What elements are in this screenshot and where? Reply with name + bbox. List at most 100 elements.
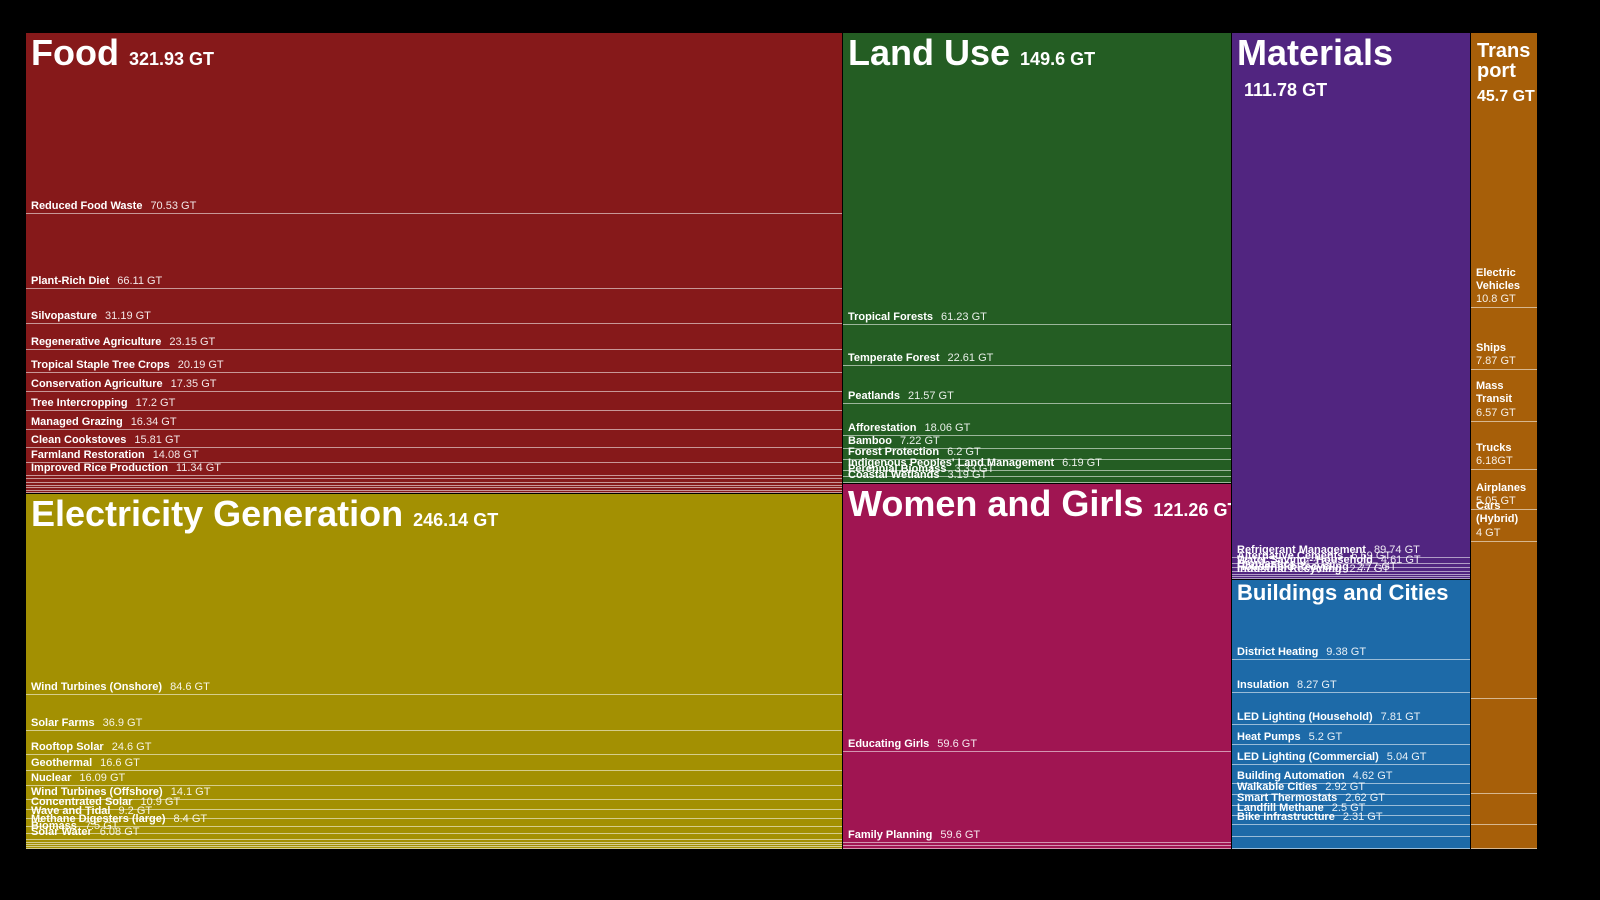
- treemap-cell-water-saving-household: Water Saving - Household 4.61 GT: [1232, 555, 1470, 569]
- cell-label: Managed Grazing 16.34 GT: [31, 416, 177, 428]
- treemap-cell-district-heating: District Heating 9.38 GT: [1232, 623, 1470, 661]
- cell-divider: [26, 485, 842, 487]
- cell-divider: [1471, 540, 1537, 542]
- cell-divider: [26, 322, 842, 324]
- cell-name: Regenerative Agriculture: [31, 335, 162, 348]
- cell-value: 6.57 GT: [1476, 406, 1516, 419]
- treemap-cell-bamboo: Bamboo 7.22 GT: [843, 436, 1231, 450]
- cell-name: Afforestation: [848, 422, 917, 435]
- cell-name: Nuclear: [31, 772, 72, 785]
- cell-value: 22.61 GT: [947, 351, 994, 364]
- cell-name: Family Planning: [848, 828, 933, 841]
- cell-divider: [1471, 509, 1537, 511]
- treemap-cell-household-recycling: Household Recycling 2.77 GT: [1232, 561, 1470, 575]
- treemap-cell-temperate-forest: Temperate Forest 22.61 GT: [843, 325, 1231, 366]
- cell-value: 2.62 GT: [1345, 791, 1386, 804]
- cell-value: 24.6 GT: [111, 740, 152, 753]
- section-name: Food: [31, 33, 119, 73]
- cell-label: Tropical Staple Tree Crops 20.19 GT: [31, 358, 224, 371]
- cell-name: Smart Thermostats: [1237, 791, 1338, 804]
- treemap-cell-managed-grazing: Managed Grazing 16.34 GT: [26, 411, 842, 430]
- cell-label: Indigenous Peoples' Land Management 6.19 …: [848, 458, 1102, 469]
- cell-label: Farmland Restoration 14.08 GT: [31, 450, 199, 461]
- cell-divider: [843, 403, 1231, 405]
- cell-label: Wave and Tidal 9.2 GT: [31, 806, 152, 817]
- cell-name: Alternative Cements: [1237, 549, 1344, 562]
- cell-divider: [1232, 567, 1470, 569]
- cell-value: 66.11 GT: [117, 274, 163, 287]
- cell-divider: [1232, 804, 1470, 806]
- cell-divider: [26, 839, 842, 841]
- cell-value: 89.74 GT: [1373, 543, 1420, 556]
- cell-value: 2.77 GT: [1356, 560, 1397, 573]
- treemap-cell-geothermal: Geothermal 16.6 GT: [26, 755, 842, 771]
- cell-value: 4.61 GT: [1380, 554, 1421, 567]
- section-title: Land Use 149.6 GT: [848, 35, 1095, 71]
- cell-divider: [1471, 698, 1537, 700]
- treemap-cell-unlabeled: [1471, 825, 1537, 849]
- treemap-cell-family-planning: Family Planning 59.6 GT: [843, 752, 1231, 843]
- treemap-cell-bioplastics: Bioplastics 4.3 GT: [1232, 559, 1470, 573]
- cell-value: 4.62 GT: [1352, 769, 1393, 782]
- treemap-cell-unlabeled: [1232, 837, 1470, 849]
- cell-value: 2.5 GT: [1331, 801, 1366, 814]
- cell-label: Industrial Recycling 2.77 GT: [1237, 564, 1389, 575]
- cell-label: Tree Intercropping 17.2 GT: [31, 398, 175, 409]
- treemap-cell-improved-rice-production: Improved Rice Production 11.34 GT: [26, 463, 842, 477]
- treemap-cell-smart-thermostats: Smart Thermostats 2.62 GT: [1232, 791, 1470, 806]
- cell-value: 59.6 GT: [940, 828, 981, 841]
- cell-label: Temperate Forest 22.61 GT: [848, 351, 994, 364]
- treemap-cell-unlabeled: [26, 476, 842, 480]
- cell-label: Geothermal 16.6 GT: [31, 757, 140, 769]
- treemap-cell-landfill-methane: Landfill Methane 2.5 GT: [1232, 802, 1470, 816]
- cell-divider: [843, 435, 1231, 437]
- cell-value: 3.19 GT: [947, 468, 988, 481]
- cell-value: 20.19 GT: [177, 358, 224, 371]
- cell-label: Insulation 8.27 GT: [1237, 680, 1337, 691]
- section-total: 321.93 GT: [128, 49, 215, 69]
- cell-name: Perennial Biomass: [848, 463, 947, 476]
- cell-label: Improved Rice Production 11.34 GT: [31, 463, 221, 474]
- cell-label: Biomass 7.5 GT: [31, 821, 118, 832]
- cell-divider: [1232, 723, 1470, 725]
- cell-divider: [26, 753, 842, 755]
- treemap-cell-unlabeled: [26, 843, 842, 846]
- cell-divider: [843, 476, 1231, 478]
- cell-name: Rooftop Solar: [31, 740, 104, 753]
- cell-value: 6.69 GT: [1351, 549, 1392, 562]
- cell-divider: [1232, 573, 1470, 575]
- treemap-cell-tropical-staple-tree-crops: Tropical Staple Tree Crops 20.19 GT: [26, 350, 842, 373]
- cell-value: 14.08 GT: [152, 449, 199, 462]
- treemap-cell-methane-digesters-large: Methane Digesters (large) 8.4 GT: [26, 814, 842, 828]
- cell-divider: [26, 446, 842, 448]
- cell-label: Silvopasture 31.19 GT: [31, 310, 151, 322]
- cell-label: Family Planning 59.6 GT: [848, 828, 981, 841]
- cell-name: Solar Farms: [31, 717, 95, 730]
- treemap-cell-airplanes: Airplanes 5.05 GT: [1471, 471, 1537, 511]
- cell-label: Refrigerant Management 89.74 GT: [1237, 543, 1420, 556]
- cell-label: Solar Farms 36.9 GT: [31, 718, 142, 729]
- cell-divider: [26, 826, 842, 828]
- treemap-cell-led-lighting-commercial: LED Lighting (Commercial) 5.04 GT: [1232, 745, 1470, 766]
- cell-label: Cars (Hybrid) 4 GT: [1476, 500, 1536, 540]
- cell-divider: [26, 348, 842, 350]
- section-trans-port: Trans port 45.7 GT Electric Vehicles 10.8 G…: [1471, 33, 1537, 849]
- cell-label: Nuclear 16.09 GT: [31, 773, 125, 784]
- cell-name: Biomass: [31, 820, 77, 833]
- treemap-cell-walkable-cities: Walkable Cities 2.92 GT: [1232, 782, 1470, 796]
- cell-label: Heat Pumps 5.2 GT: [1237, 732, 1342, 743]
- cell-label: Plant-Rich Diet 66.11 GT: [31, 274, 163, 287]
- cell-label: Regenerative Agriculture 23.15 GT: [31, 335, 215, 348]
- cell-value: 70.53 GT: [150, 200, 197, 213]
- cell-divider: [26, 694, 842, 696]
- treemap-cell-tropical-forests: Tropical Forests 61.23 GT: [843, 216, 1231, 326]
- cell-value: 6.18GT: [1476, 455, 1513, 468]
- cell-value: 84.6 GT: [170, 681, 210, 694]
- treemap-cell-plant-rich-diet: Plant-Rich Diet 66.11 GT: [26, 214, 842, 289]
- cell-divider: [843, 841, 1231, 843]
- cell-name: Methane Digesters (large): [31, 813, 166, 826]
- cell-label: Educating Girls 59.6 GT: [848, 739, 977, 750]
- treemap-cell-silvopasture: Silvopasture 31.19 GT: [26, 289, 842, 324]
- cell-name: Ships: [1476, 341, 1506, 354]
